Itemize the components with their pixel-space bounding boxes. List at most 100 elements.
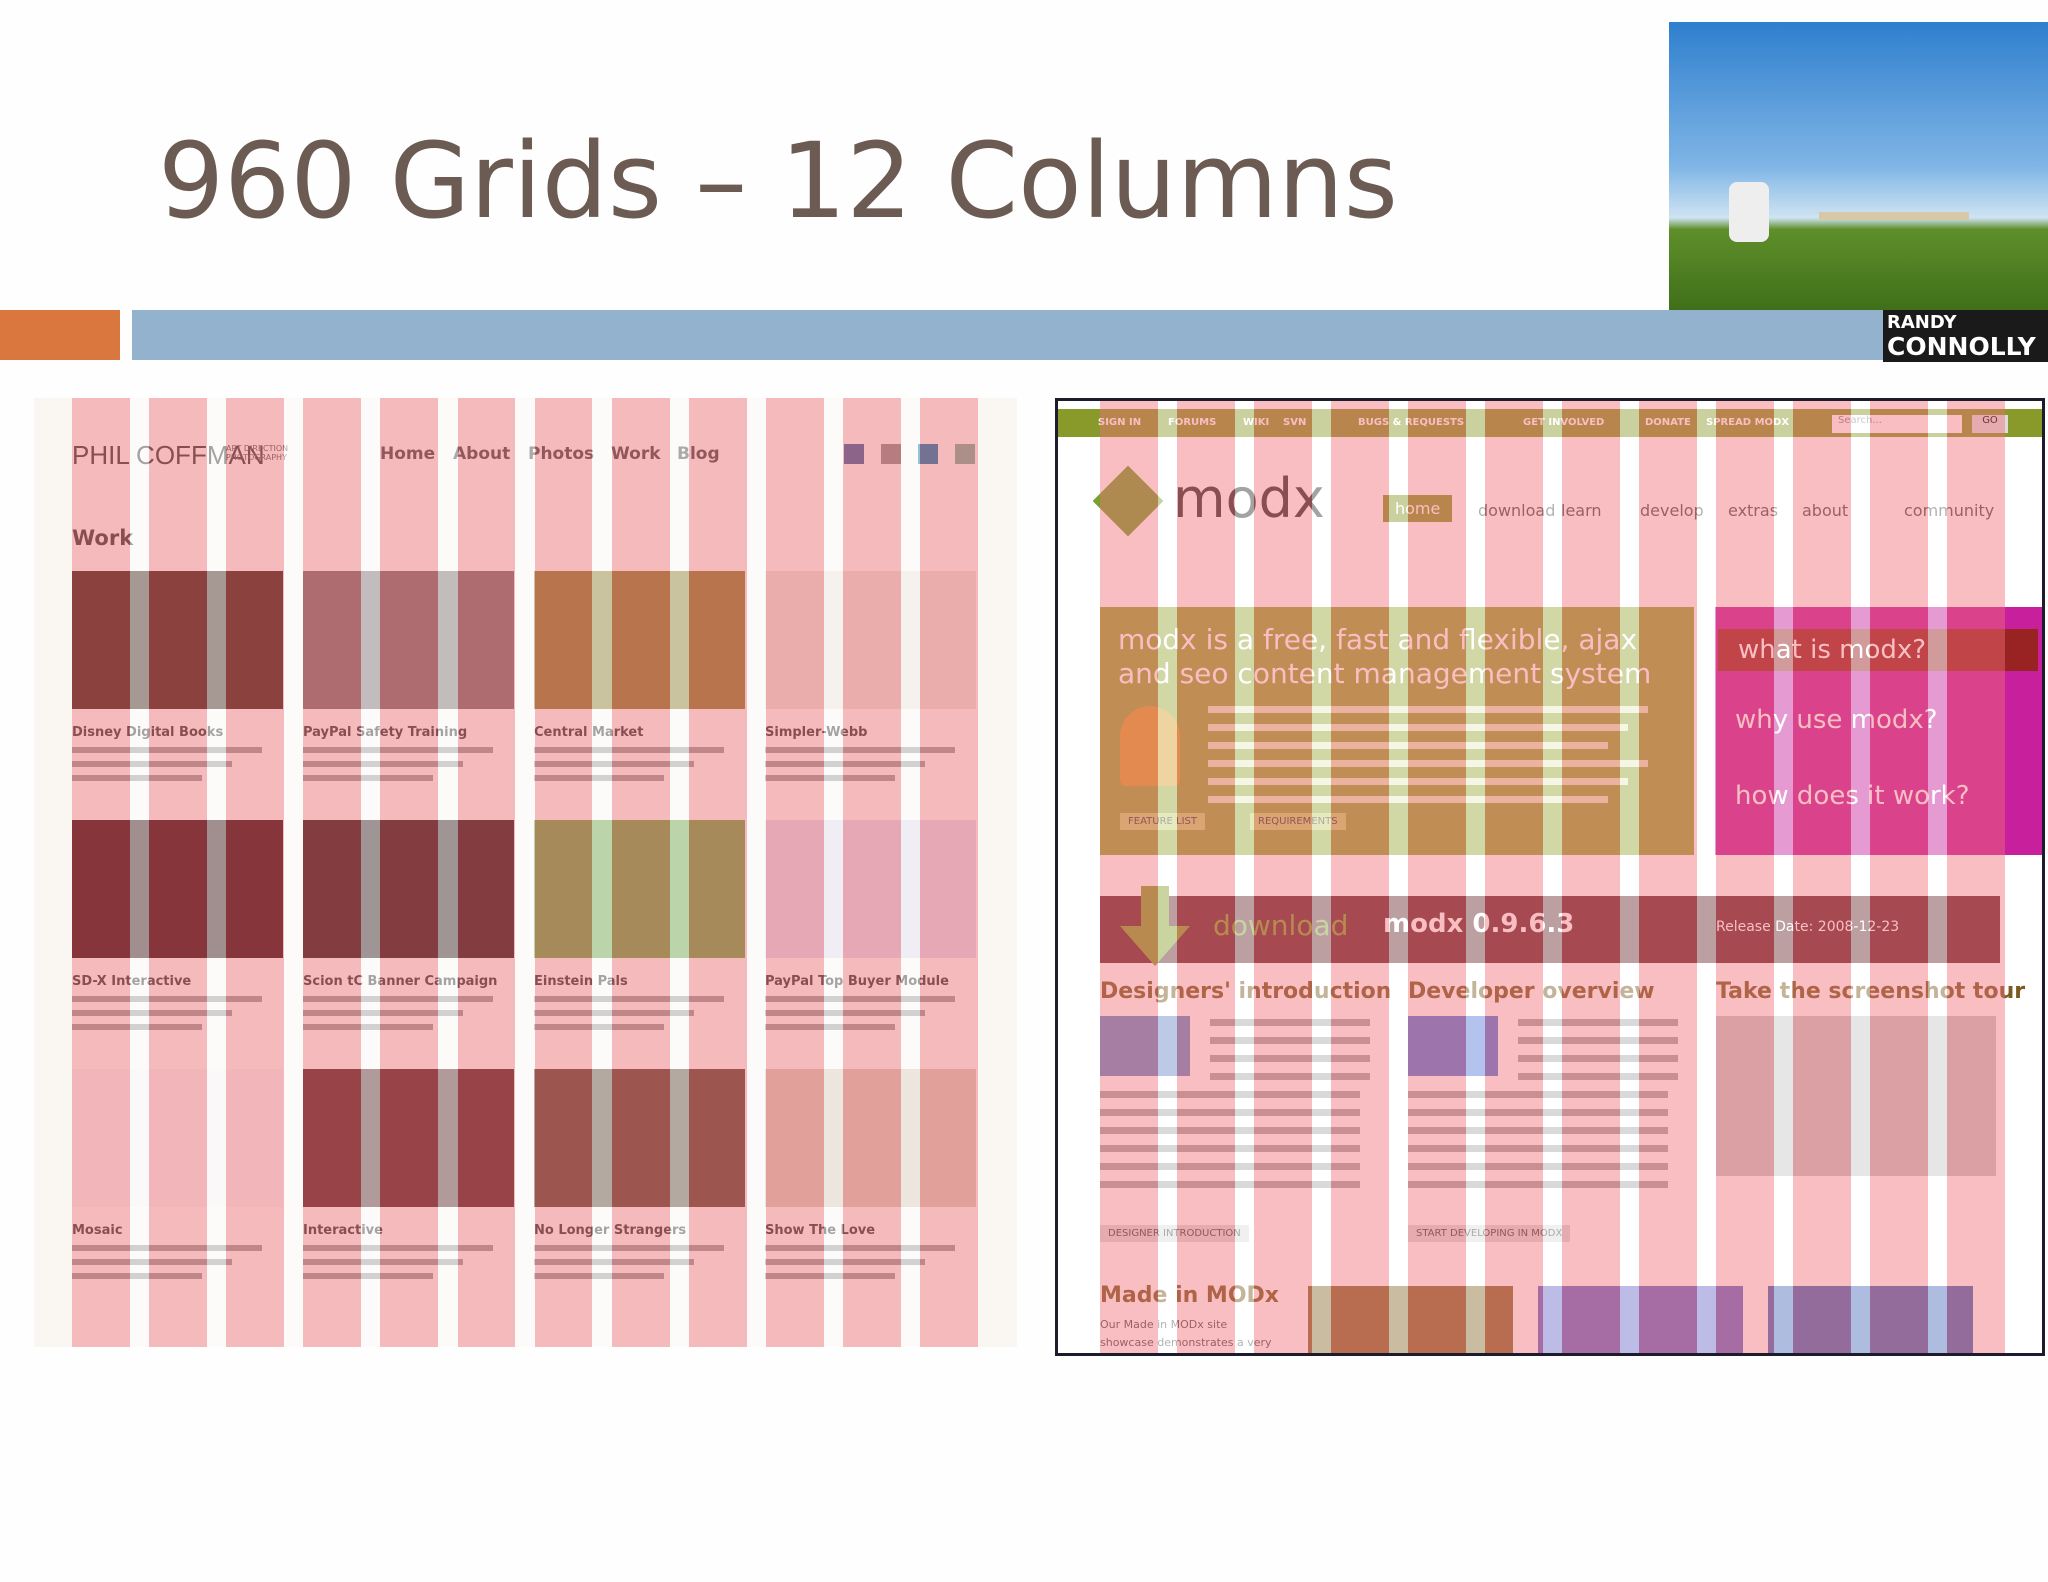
top-nav-link: SIGN IN [1098,417,1142,428]
text-line [1408,1145,1668,1152]
text-line [534,1010,694,1016]
item-title: Show The Love [765,1223,876,1238]
text-line [72,761,232,767]
text-line [72,1259,232,1265]
social-icon [844,444,864,464]
grid-column [1947,401,2005,1353]
text-line [72,996,262,1002]
grid-gutter [438,398,458,1347]
grid-gutter [669,398,689,1347]
grid-column [457,398,516,1347]
text-line [1100,1145,1360,1152]
text-line [1100,1091,1360,1098]
grid-column [843,398,901,1347]
text-line [303,747,493,753]
side-link: what is modx? [1718,629,2038,671]
text-line [1408,1091,1668,1098]
thumbnail [534,820,745,958]
accent-bar [0,310,120,360]
site-brand-sub: ART DIRECTION PHOTOGRAPHY [226,444,289,462]
text-line [303,996,493,1002]
grid-gutter [1619,401,1640,1353]
thumbnail [765,820,976,958]
grid-column [534,398,593,1347]
text-line [1208,724,1628,731]
top-nav-link: SPREAD MODX [1706,417,1790,428]
logo-box: RANDY CONNOLLY [1883,310,2048,362]
grid-column [1177,401,1235,1353]
social-icon [918,444,938,464]
nav-link: extras [1728,501,1779,520]
social-icon [955,444,975,464]
left-screenshot: PHIL COFFMAN ART DIRECTION PHOTOGRAPHY Hom… [34,398,1017,1347]
text-line [1408,1181,1668,1188]
top-nav-link: SVN [1283,417,1307,428]
grid-gutter [1388,401,1409,1353]
column-link: START DEVELOPING IN MODX [1408,1225,1571,1242]
thumbnail [303,820,514,958]
thumbnail [303,571,514,709]
item-title: Central Market [534,725,644,740]
side-link: why use modx? [1735,705,1938,735]
right-screenshot: SIGN IN FORUMS WIKI SVN BUGS & REQUESTS GET I… [1055,398,2045,1356]
grid-column [1254,401,1312,1353]
grid-gutter [1927,401,1948,1353]
top-nav-link: WIKI [1243,417,1270,428]
text-line [1518,1073,1678,1080]
text-line [1408,1127,1668,1134]
social-icon [881,444,901,464]
thumbnail [765,1069,976,1207]
grid-gutter [592,398,612,1347]
text-line [765,761,925,767]
grid-column [765,398,824,1347]
grid-gutter [1157,401,1178,1353]
grid-gutter [1542,401,1563,1353]
grid-gutter [284,398,304,1347]
text-line [1408,1163,1668,1170]
grid-gutter [129,398,150,1347]
grid-column [1100,401,1158,1353]
text-line [303,1245,493,1251]
grid-column [688,398,747,1347]
grid-gutter [1850,401,1871,1353]
go-button: GO [1972,415,2008,433]
text-line [534,996,724,1002]
slide-title: 960 Grids – 12 Columns [158,120,1398,242]
item-title: PayPal Safety Training [303,725,468,740]
thumbnail [303,1069,514,1207]
top-nav-link: BUGS & REQUESTS [1358,417,1465,428]
grid-column [226,398,285,1347]
thumbnail [534,1069,745,1207]
grid-column [1485,401,1543,1353]
grid-gutter [1311,401,1332,1353]
grid-gutter [900,398,921,1347]
nav-link: develop [1640,501,1704,520]
text-line [1518,1019,1678,1026]
text-line [765,1010,925,1016]
text-line [534,747,724,753]
grid-column [149,398,207,1347]
photo-person [1729,182,1769,242]
text-line [1208,760,1648,767]
photo-desk [1819,212,1969,220]
thumbnail [765,571,976,709]
grid-column [1716,401,1774,1353]
text-line [1518,1055,1678,1062]
grid-gutter [361,398,381,1347]
text-line [303,1010,463,1016]
text-line [765,996,955,1002]
top-nav-link: GET INVOLVED [1523,417,1605,428]
thumbnail [72,1069,283,1207]
grid-column [72,398,130,1347]
text-line [303,1259,463,1265]
text-line [765,1245,955,1251]
grid-gutter [1234,401,1255,1353]
logo-line: RANDY [1887,312,1957,333]
top-nav-link: FORUMS [1168,417,1217,428]
nav-link: download [1478,501,1556,520]
grid-column [611,398,670,1347]
nav-link: Work [611,444,661,464]
text-line [1208,778,1628,785]
column-heading: Developer overview [1408,979,1655,1004]
